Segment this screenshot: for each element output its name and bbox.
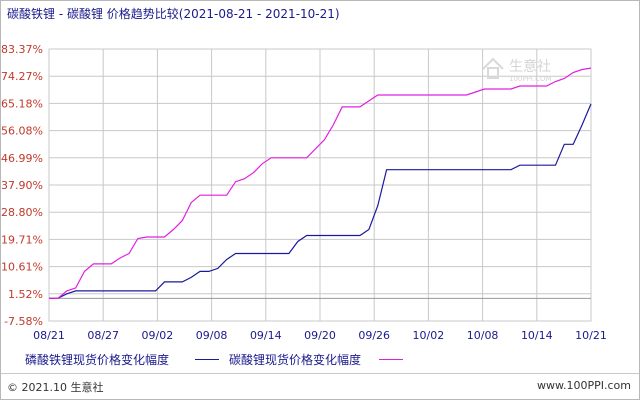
chart-title: 碳酸铁锂 - 碳酸锂 价格趋势比较(2021-08-21 - 2021-10-2… [7, 7, 340, 21]
footer-divider [1, 373, 639, 374]
watermark-sub: 100PPI.COM [509, 75, 552, 83]
watermark: 生意社 100PPI.COM [482, 57, 552, 83]
watermark-text: 生意社 [509, 58, 551, 75]
x-tick-label: 08/27 [87, 329, 119, 341]
series-line-1 [49, 103, 592, 299]
legend-swatch-series1 [195, 359, 219, 360]
y-tick-label: -7.58% [4, 315, 43, 328]
legend-label-series2: 碳酸锂现货价格变化幅度 [229, 353, 362, 367]
legend-item-series2: 碳酸锂现货价格变化幅度 [229, 351, 361, 368]
y-tick-label: 83.37% [1, 43, 43, 56]
x-tick-label: 10/14 [521, 329, 553, 341]
y-tick-label: 10.61% [1, 261, 43, 274]
y-tick-label: 56.08% [1, 125, 43, 138]
series-line-2 [49, 67, 592, 299]
x-tick-label: 10/08 [467, 329, 499, 341]
footer-copyright: © 2021.10 生意社 [7, 381, 104, 394]
y-tick-label: 19.71% [1, 233, 43, 246]
y-tick-label: 65.18% [1, 97, 43, 110]
x-tick-label: 09/14 [250, 329, 282, 341]
x-tick-label: 09/20 [304, 329, 336, 341]
x-tick-label: 09/02 [142, 329, 174, 341]
legend-label-series1: 磷酸铁锂现货价格变化幅度 [25, 353, 170, 367]
legend-swatch-series2 [379, 359, 403, 360]
y-tick-label: 1.52% [8, 288, 43, 301]
footer-link[interactable]: www.100PPI.com [537, 379, 631, 392]
x-tick-label: 08/21 [33, 329, 65, 341]
grid-layer [48, 48, 592, 322]
x-tick-label: 10/21 [575, 329, 607, 341]
series-layer [49, 67, 592, 299]
watermark-logo-icon [482, 57, 504, 79]
footer: © 2021.10 生意社 www.100PPI.com [1, 373, 639, 399]
x-tick-label: 09/26 [358, 329, 390, 341]
x-tick-label: 10/02 [413, 329, 445, 341]
x-tick-label: 09/08 [196, 329, 228, 341]
y-tick-label: 28.80% [1, 206, 43, 219]
y-tick-label: 37.90% [1, 179, 43, 192]
legend-item-series1: 磷酸铁锂现货价格变化幅度 [25, 351, 169, 368]
axis-layer: 83.37% 74.27% 65.18% 56.08% 46.99% 37.90% 28.8… [1, 43, 607, 341]
line-chart: 83.37% 74.27% 65.18% 56.08% 46.99% 37.90% 28.8… [1, 43, 607, 341]
y-tick-label: 74.27% [1, 70, 43, 83]
y-tick-label: 46.99% [1, 152, 43, 165]
